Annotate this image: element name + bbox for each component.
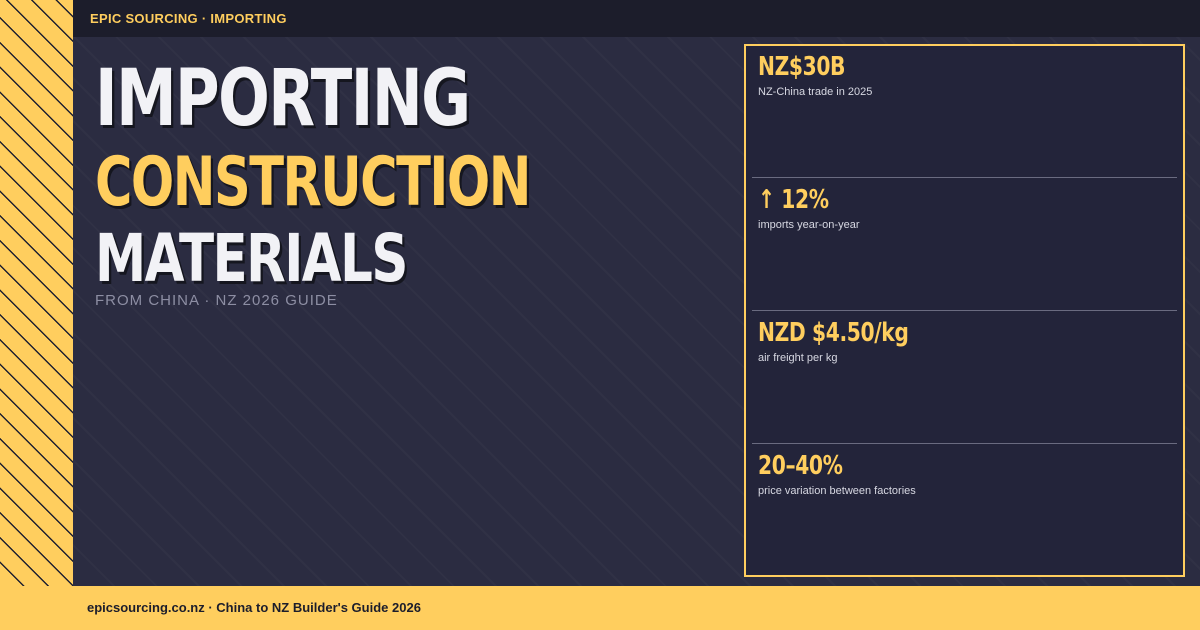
stat-imports-growth: ↑ 12% imports year-on-year: [752, 179, 1177, 311]
stat-divider: [752, 310, 1177, 311]
stat-trade: NZ$30B NZ-China trade in 2025: [752, 46, 1177, 178]
hero-title-line-3: MATERIALS: [95, 220, 408, 297]
stat-value: 20–40%: [758, 451, 843, 481]
top-bar: EPIC SOURCING · IMPORTING: [73, 0, 1200, 37]
stat-label: NZ-China trade in 2025: [758, 86, 873, 98]
stats-panel: NZ$30B NZ-China trade in 2025 ↑ 12% impo…: [744, 44, 1185, 577]
hero-title-line-1: IMPORTING: [95, 54, 471, 144]
stat-label: price variation between factories: [758, 485, 916, 497]
hero-title-line-2: CONSTRUCTION: [95, 143, 531, 222]
stat-price-variation: 20–40% price variation between factories: [752, 445, 1177, 577]
stat-label: air freight per kg: [758, 352, 838, 364]
stat-value: NZD $4.50/kg: [758, 318, 909, 348]
stat-divider: [752, 177, 1177, 178]
footer-bar: epicsourcing.co.nz · China to NZ Builder…: [0, 586, 1200, 630]
hero-subtitle: FROM CHINA · NZ 2026 GUIDE: [95, 292, 338, 309]
stat-air-freight: NZD $4.50/kg air freight per kg: [752, 312, 1177, 444]
stat-value: ↑ 12%: [758, 185, 829, 215]
footer-text: epicsourcing.co.nz · China to NZ Builder…: [87, 600, 421, 615]
stat-value: NZ$30B: [758, 52, 846, 82]
stat-label: imports year-on-year: [758, 219, 860, 231]
header-label: EPIC SOURCING · IMPORTING: [90, 11, 287, 26]
stat-divider: [752, 443, 1177, 444]
decorative-stripe-strip: [0, 0, 73, 586]
